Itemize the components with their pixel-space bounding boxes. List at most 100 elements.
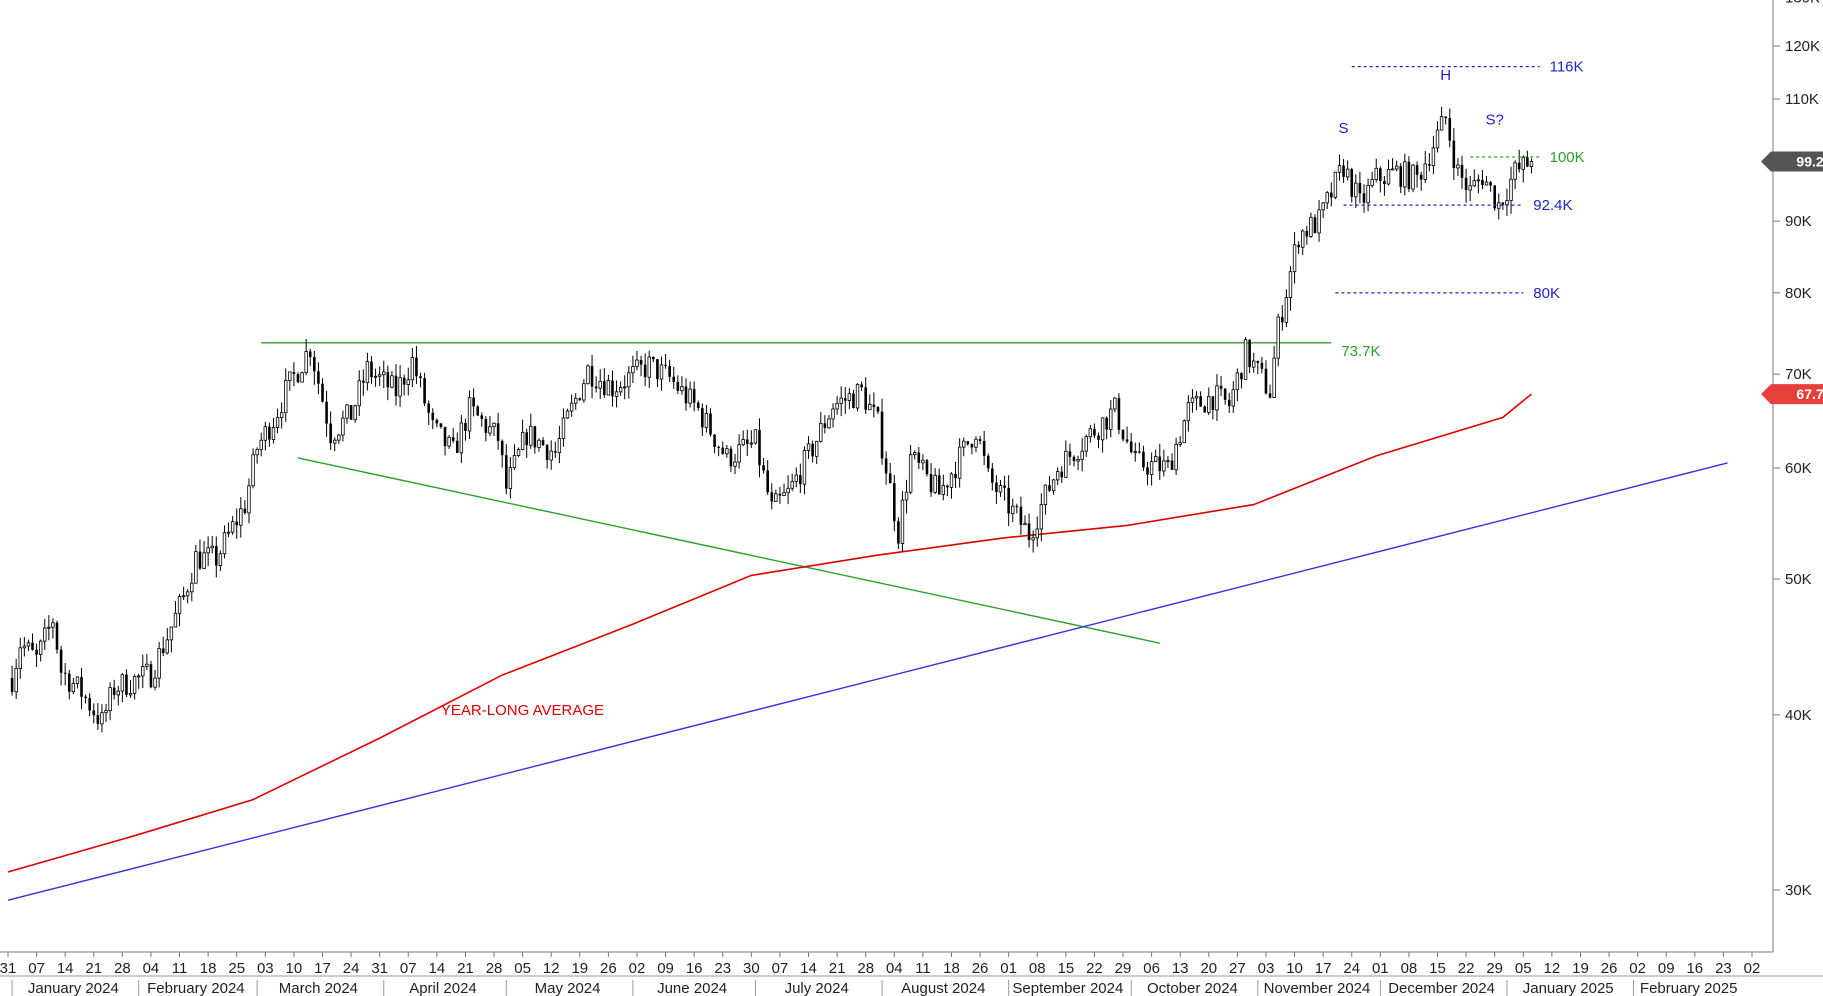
x-tick-label: 18 [200,960,217,977]
candle [937,468,941,495]
candle [406,367,410,396]
candle [92,703,96,724]
candle [970,443,974,455]
candle [1015,503,1019,514]
candle [194,544,198,584]
current-price-badge: 99.27K [1761,151,1823,172]
candle [1199,391,1202,407]
candle [839,386,843,417]
candle [553,441,557,458]
candle [202,540,206,569]
candle [1272,345,1276,398]
pattern-right-shoulder: S? [1486,111,1504,128]
candle [1281,305,1284,331]
month-label: October 2024 [1147,980,1238,996]
x-tick-label: 12 [1544,960,1561,977]
candle [190,572,194,602]
candle [786,475,790,505]
candle [565,408,570,419]
x-tick-label: 01 [1372,960,1389,977]
x-tick-label: 07 [400,960,417,977]
candle [1484,175,1489,186]
candle [520,419,525,451]
x-tick-label: 28 [486,960,503,977]
candle [991,462,994,491]
candle [1146,461,1149,486]
candle [978,435,982,445]
candle [1370,171,1374,188]
candle [279,402,284,429]
x-tick-label: 16 [686,960,703,977]
candle [455,432,459,454]
candle [373,368,378,387]
x-tick-label: 09 [657,960,674,977]
candle [496,412,500,450]
candle [1448,108,1452,148]
candle [1223,387,1227,405]
candle [259,432,263,457]
x-tick-label: 03 [257,960,274,977]
candle [410,348,415,388]
candle [525,428,529,458]
x-tick-label: 23 [1715,960,1732,977]
candle [325,390,328,437]
level-92-4k-label: 92.4K [1533,197,1572,214]
x-tick-label: 01 [1000,960,1017,977]
candle [1186,395,1191,432]
candle [1158,443,1162,481]
candle [1301,229,1305,256]
x-axis: 31 07 14 21 28 04 11 18 25 03 10 17 24 31 07 14 21 28 05 12… [0,952,1760,996]
month-label: January 2025 [1523,980,1614,996]
candle [946,484,949,496]
x-tick-label: 21 [829,960,846,977]
candle [594,376,598,393]
candle [1297,241,1300,255]
candle [1481,170,1484,190]
candle [770,483,774,510]
candle [467,390,472,439]
candle [623,375,627,400]
candle [451,428,455,444]
candle [357,370,361,417]
candle [1268,384,1272,399]
candle [59,645,63,686]
candle [954,461,957,488]
y-tick-label: 80K [1785,285,1812,302]
candle [688,381,692,408]
x-tick-label: 11 [915,960,931,977]
candle [1403,153,1407,196]
candle [394,364,398,406]
month-label: April 2024 [409,980,477,996]
candle [733,453,737,475]
trendline-descending-support [297,457,1160,644]
x-tick-label: 21 [457,960,474,977]
x-tick-label: 22 [1458,960,1475,977]
candle [819,412,823,443]
x-tick-label: 10 [1286,960,1303,977]
candle [921,454,925,471]
candle [925,458,929,477]
candle [741,430,745,447]
candle [639,355,643,377]
candle [799,463,802,494]
candle [398,365,402,407]
x-tick-label: 17 [1315,960,1332,977]
x-tick-label: 18 [943,960,960,977]
annotations: S H S? YEAR-LONG AVERAGE [441,67,1504,719]
candle [1207,387,1211,416]
ma-value-badge: 67.74K [1761,384,1823,405]
candle [1219,376,1223,397]
candle [598,369,602,400]
candle [1284,289,1289,328]
x-tick-label: 03 [1258,960,1275,977]
candle [749,430,754,448]
candle [35,643,38,668]
candle [1149,452,1154,486]
candle [974,436,978,453]
x-tick-label: 24 [1343,960,1360,977]
candle [292,362,296,387]
candle [1023,515,1027,526]
candle [1337,154,1342,181]
month-label: August 2024 [901,980,985,996]
candle [443,426,447,456]
